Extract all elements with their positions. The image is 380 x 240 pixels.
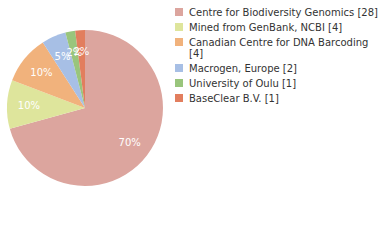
legend-label: Mined from GenBank, NCBI [4] [189, 22, 342, 33]
pie [7, 30, 163, 186]
legend-item: Macrogen, Europe [2] [175, 63, 297, 74]
legend-swatch [175, 23, 183, 31]
legend-label: University of Oulu [1] [189, 78, 296, 89]
legend-swatch [175, 38, 183, 46]
pie-slice [75, 30, 85, 108]
data-labels: 70%10%10%5%2%2% [18, 46, 141, 147]
legend-item: University of Oulu [1] [175, 78, 296, 89]
legend-label: BaseClear B.V. [1] [189, 93, 279, 104]
legend-swatch [175, 79, 183, 87]
data-label: 2% [74, 46, 90, 57]
legend-swatch [175, 94, 183, 102]
pie-slice [10, 30, 163, 186]
legend-item: Canadian Centre for DNA Barcoding[4] [175, 37, 368, 59]
legend-item: Mined from GenBank, NCBI [4] [175, 22, 342, 33]
data-label: 70% [119, 137, 141, 148]
legend-label: Canadian Centre for DNA Barcoding[4] [189, 37, 368, 59]
pie-slice [65, 31, 85, 108]
legend-swatch [175, 64, 183, 72]
chart: 70%10%10%5%2%2%Centre for Biodiversity G… [0, 0, 380, 240]
legend: Centre for Biodiversity Genomics [28] Min… [175, 7, 378, 104]
legend-item: BaseClear B.V. [1] [175, 93, 279, 104]
data-label: 10% [18, 100, 40, 111]
legend-label: Centre for Biodiversity Genomics [28] [189, 7, 378, 18]
data-label: 10% [30, 67, 52, 78]
legend-swatch [175, 8, 183, 16]
legend-item: Centre for Biodiversity Genomics [28] [175, 7, 378, 18]
legend-label: Macrogen, Europe [2] [189, 63, 297, 74]
